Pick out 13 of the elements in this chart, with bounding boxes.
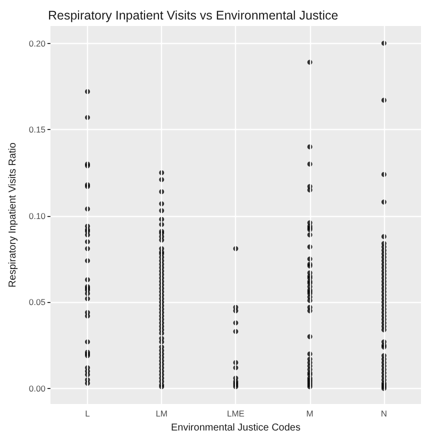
- x-tick-label: M: [306, 408, 314, 418]
- y-tick-label: 0.15: [28, 124, 46, 135]
- y-tick-label: 0.05: [28, 297, 46, 308]
- x-tick-label: N: [380, 408, 388, 418]
- y-tick-label: 0.20: [28, 38, 46, 48]
- chart-title: Respiratory Inpatient Visits vs Environmental Justice: [48, 8, 338, 22]
- y-axis-title: Respiratory Inpatient Visits Ratio: [8, 142, 18, 288]
- x-axis-title: Environmental Justice Codes: [170, 422, 300, 434]
- y-tick-label: 0.10: [28, 210, 46, 221]
- x-tick-label: LME: [226, 408, 245, 418]
- y-tick-label: 0.00: [28, 383, 46, 394]
- x-tick-label: LM: [156, 408, 168, 418]
- x-tick-label: L: [85, 408, 90, 418]
